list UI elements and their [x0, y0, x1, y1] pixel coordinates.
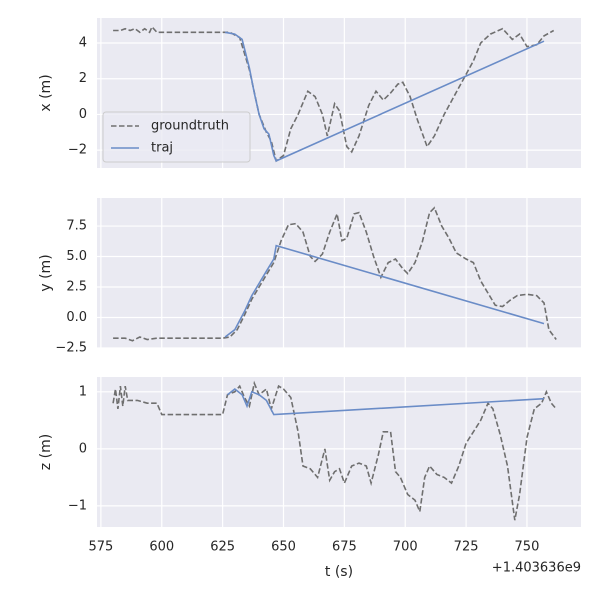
y-tick-label: 2	[79, 71, 87, 86]
y-axis-label: x (m)	[38, 74, 54, 111]
x-offset-label: +1.403636e9	[492, 561, 581, 576]
legend-label: traj	[151, 141, 173, 156]
x-tick-label: 750	[515, 540, 540, 555]
y-tick-label: 4	[79, 36, 87, 51]
y-tick-label: 0	[79, 441, 87, 456]
y-tick-label: 0.0	[66, 310, 87, 325]
x-tick-label: 700	[393, 540, 418, 555]
y-tick-label: 0	[79, 107, 87, 122]
legend: groundtruth traj	[102, 111, 251, 163]
y-tick-label: −2	[68, 143, 87, 158]
y-tick-label: 2.5	[66, 280, 87, 295]
legend-box	[102, 111, 251, 163]
y-tick-label: −1	[68, 498, 87, 513]
y-tick-label: −2.5	[55, 341, 87, 356]
plot-area	[97, 377, 581, 527]
x-tick-label: 575	[88, 540, 113, 555]
x-tick-label: 725	[454, 540, 479, 555]
x-tick-label: 625	[210, 540, 235, 555]
x-tick-label: 675	[332, 540, 357, 555]
y-tick-label: 1	[79, 384, 87, 399]
y-tick-label: 5.0	[66, 249, 87, 264]
y-tick-label: 7.5	[66, 219, 87, 234]
series-line	[224, 244, 545, 338]
plot-area	[97, 198, 581, 348]
y-axis-label: z (m)	[38, 434, 54, 470]
x-axis-label: t (s)	[325, 564, 353, 580]
series-line	[113, 206, 557, 342]
legend-label: groundtruth	[151, 119, 229, 134]
series-line	[112, 380, 557, 521]
y-axis-label: y (m)	[38, 254, 54, 291]
series-line	[224, 31, 545, 162]
x-tick-label: 650	[271, 540, 296, 555]
series-line	[113, 25, 555, 163]
x-tick-label: 600	[149, 540, 174, 555]
series-line	[227, 387, 545, 416]
